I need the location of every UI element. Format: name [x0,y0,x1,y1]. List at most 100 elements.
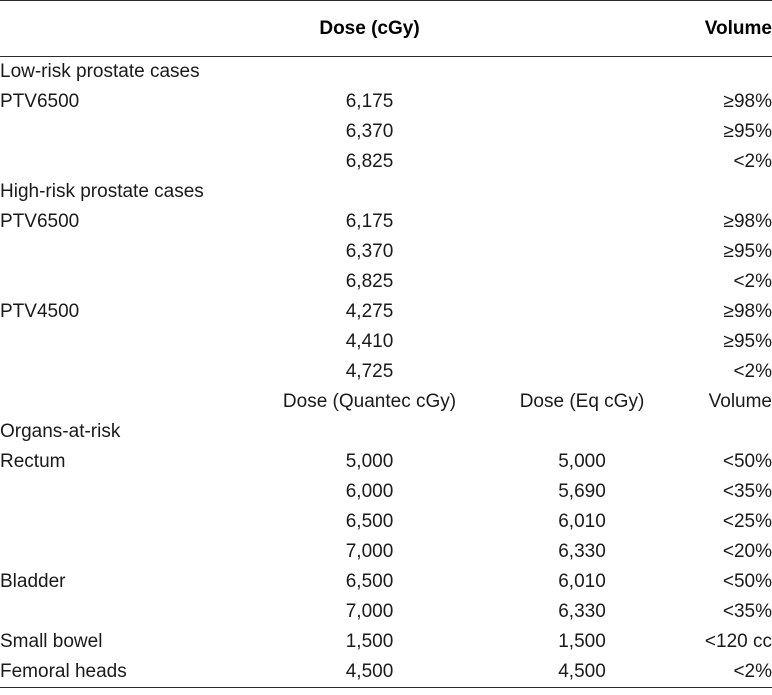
row-label [0,117,262,147]
table-row: 6,370 ≥95% [0,237,772,267]
row-label [0,237,262,267]
row-label: High-risk prostate cases [0,181,204,202]
row-eq-dose [477,57,687,88]
row-label [0,597,262,627]
table-row: Organs-at-risk [0,417,772,447]
header-volume: Volume [687,0,772,57]
row-dose: 5,000 [345,451,394,472]
row-label [0,387,262,417]
header-row: Dose (cGy) Volume [0,0,772,57]
row-label [0,477,262,507]
row-volume [687,177,772,207]
row-label: PTV6500 [0,211,80,232]
row-dose: 6,825 [345,151,394,172]
row-volume: ≥98% [723,91,772,112]
row-volume: <50% [722,571,772,592]
row-dose: 6,370 [345,121,394,142]
table-row: 6,825 <2% [0,147,772,177]
row-volume: ≥95% [723,241,772,262]
row-eq-dose: 4,500 [477,657,687,688]
row-volume: <120 cc [704,631,772,652]
row-volume [687,417,772,447]
row-eq-dose: 6,330 [558,601,606,622]
row-dose: 4,500 [262,657,477,688]
row-volume: ≥95% [723,121,772,142]
row-dose: 6,500 [345,571,394,592]
table-row: Bladder 6,500 6,010 <50% [0,567,772,597]
table-row: Low-risk prostate cases [0,57,772,88]
table-row: 6,500 6,010 <25% [0,507,772,537]
row-label: Low-risk prostate cases [0,61,200,82]
table-row: Rectum 5,000 5,000 <50% [0,447,772,477]
table-row: PTV6500 6,175 ≥98% [0,207,772,237]
row-dose: 7,000 [345,541,394,562]
row-eq-dose [477,147,687,177]
row-eq-dose [477,357,687,387]
row-label: Rectum [0,451,66,472]
row-volume [687,57,772,88]
row-dose: 4,410 [345,331,394,352]
row-eq-dose: 5,000 [558,451,606,472]
row-dose: 6,500 [345,511,394,532]
row-dose: 6,825 [345,271,394,292]
row-dose [262,57,477,88]
row-label: Small bowel [0,631,103,652]
row-dose: 6,175 [345,91,394,112]
row-label: Femoral heads [0,657,262,688]
row-eq-dose: 6,330 [558,541,606,562]
row-dose: 4,725 [345,361,394,382]
row-eq-dose [477,177,687,207]
row-label [0,357,262,387]
row-volume: <25% [722,511,772,532]
table-body: Low-risk prostate cases PTV6500 6,175 ≥98% 6… [0,57,772,688]
row-volume: ≥98% [723,301,772,322]
row-volume: <35% [722,481,772,502]
table-row: Femoral heads 4,500 4,500 <2% [0,657,772,688]
table-row: 4,410 ≥95% [0,327,772,357]
row-eq-dose [477,327,687,357]
row-eq-dose [477,297,687,327]
row-dose: 1,500 [345,631,394,652]
row-label [0,537,262,567]
table-row: Dose (Quantec cGy) Dose (Eq cGy) Volume [0,387,772,417]
row-eq-dose [477,87,687,117]
table-row: 4,725 <2% [0,357,772,387]
table-row: High-risk prostate cases [0,177,772,207]
row-eq-dose: 6,010 [558,511,606,532]
header-dose: Dose (cGy) [262,0,477,57]
row-eq-dose [477,417,687,447]
table-row: 6,000 5,690 <35% [0,477,772,507]
table-row: PTV4500 4,275 ≥98% [0,297,772,327]
row-dose [262,177,477,207]
row-volume: Volume [708,391,772,412]
row-dose: 6,370 [345,241,394,262]
row-eq-dose: Dose (Eq cGy) [519,391,645,412]
table-row: 6,370 ≥95% [0,117,772,147]
row-eq-dose [477,237,687,267]
row-eq-dose [477,267,687,297]
row-label: Organs-at-risk [0,421,121,442]
header-structure [0,0,262,57]
row-volume: <2% [733,361,772,382]
table-row: 6,825 <2% [0,267,772,297]
row-dose: Dose (Quantec cGy) [282,391,457,412]
row-dose: 4,275 [345,301,394,322]
row-volume: <20% [722,541,772,562]
row-volume: <2% [733,271,772,292]
row-label [0,327,262,357]
row-dose: 6,175 [345,211,394,232]
row-volume: <2% [687,657,772,688]
row-eq-dose: 5,690 [558,481,606,502]
row-label [0,507,262,537]
row-dose: 7,000 [345,601,394,622]
row-label: PTV6500 [0,91,80,112]
table-row: Small bowel 1,500 1,500 <120 cc [0,627,772,657]
row-label: Bladder [0,571,66,592]
row-eq-dose [477,117,687,147]
table-row: 7,000 6,330 <20% [0,537,772,567]
row-eq-dose [477,207,687,237]
row-label [0,147,262,177]
row-eq-dose: 6,010 [558,571,606,592]
row-volume: ≥98% [723,211,772,232]
row-dose [262,417,477,447]
